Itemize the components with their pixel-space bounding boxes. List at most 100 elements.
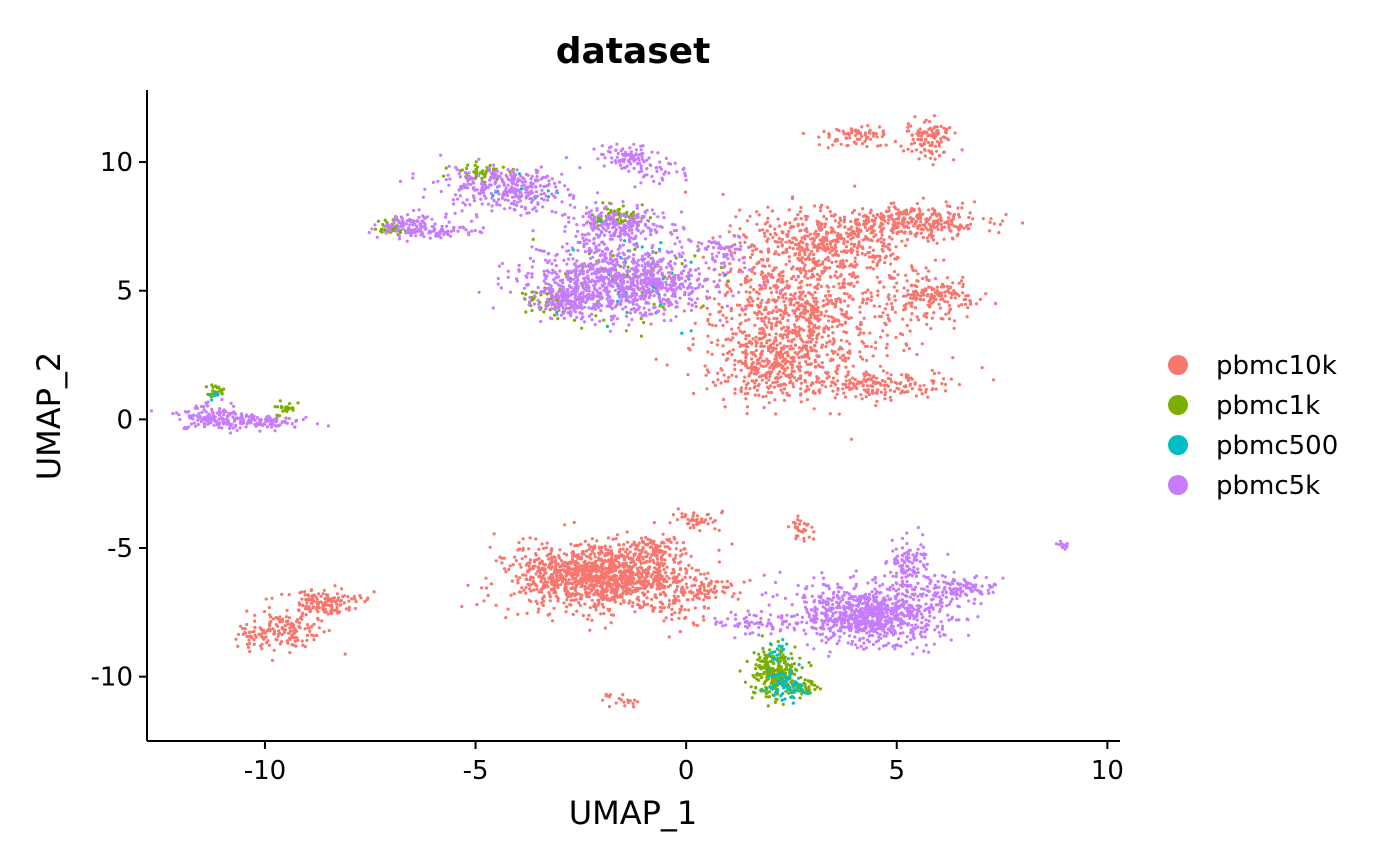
- data-point: [801, 268, 806, 272]
- data-point: [628, 545, 633, 549]
- data-point: [278, 620, 282, 624]
- data-point: [783, 307, 788, 311]
- data-point: [603, 554, 607, 558]
- data-point: [627, 557, 631, 561]
- data-point: [881, 311, 885, 315]
- data-point: [565, 605, 569, 609]
- data-point: [850, 131, 854, 135]
- data-point: [796, 365, 800, 369]
- data-point: [894, 335, 898, 340]
- data-point: [705, 596, 710, 600]
- data-point: [817, 225, 821, 229]
- data-point: [555, 580, 559, 584]
- data-point: [805, 230, 809, 234]
- data-point: [838, 356, 843, 360]
- data-point: [657, 569, 662, 573]
- data-point: [607, 566, 611, 570]
- data-point: [870, 295, 874, 299]
- data-point: [844, 330, 849, 335]
- data-point: [893, 310, 898, 314]
- data-point: [692, 391, 696, 396]
- data-point: [947, 304, 952, 308]
- data-point: [565, 592, 569, 597]
- data-point: [711, 236, 715, 240]
- data-point: [890, 305, 895, 309]
- data-point: [300, 597, 304, 601]
- data-point: [789, 344, 793, 348]
- data-point: [832, 214, 836, 218]
- data-point: [294, 644, 298, 648]
- data-point: [924, 387, 928, 392]
- data-point: [807, 661, 811, 665]
- data-point: [608, 545, 612, 549]
- data-point: [871, 260, 875, 264]
- data-point: [768, 366, 772, 370]
- data-point: [270, 658, 275, 663]
- data-point: [793, 325, 798, 329]
- data-point: [816, 287, 820, 291]
- data-point: [797, 307, 801, 311]
- data-point: [843, 356, 847, 360]
- data-point: [828, 339, 832, 344]
- data-point: [645, 559, 649, 564]
- data-point: [939, 291, 944, 295]
- data-point: [680, 604, 684, 609]
- data-point: [587, 547, 591, 551]
- data-point: [868, 331, 872, 335]
- data-point: [733, 251, 737, 255]
- data-point: [563, 586, 567, 591]
- data-point: [511, 563, 515, 567]
- data-point: [781, 371, 786, 375]
- data-point: [586, 617, 590, 621]
- data-point: [796, 518, 800, 522]
- data-point: [939, 222, 943, 226]
- data-point: [784, 329, 788, 333]
- data-point: [640, 203, 644, 207]
- data-point: [647, 571, 651, 575]
- data-point: [837, 296, 841, 301]
- data-point: [753, 323, 757, 327]
- data-point: [879, 212, 883, 216]
- data-point: [930, 143, 934, 147]
- data-point: [722, 373, 726, 377]
- data-point: [875, 389, 879, 393]
- data-point: [920, 131, 924, 135]
- data-point: [771, 341, 776, 346]
- data-point: [245, 622, 249, 627]
- data-point: [807, 336, 812, 340]
- data-point: [959, 279, 964, 283]
- data-point: [609, 621, 613, 625]
- data-point: [695, 514, 700, 518]
- data-point: [624, 569, 629, 574]
- data-point: [905, 390, 909, 394]
- data-point: [780, 237, 785, 242]
- data-point: [653, 593, 657, 597]
- data-point: [594, 314, 598, 318]
- data-point: [844, 385, 848, 389]
- data-point: [516, 581, 520, 585]
- data-point: [856, 275, 860, 279]
- data-point: [904, 342, 908, 346]
- data-point: [674, 547, 678, 551]
- data-point: [683, 547, 687, 551]
- data-point: [631, 565, 635, 569]
- data-point: [862, 378, 866, 382]
- data-point: [289, 622, 293, 626]
- data-point: [942, 284, 946, 288]
- data-point: [504, 570, 508, 574]
- data-point: [757, 305, 761, 309]
- data-point: [753, 311, 757, 315]
- data-point: [286, 619, 290, 623]
- data-point: [601, 587, 605, 592]
- data-point: [804, 272, 808, 276]
- data-point: [886, 313, 890, 317]
- data-point: [791, 331, 795, 335]
- data-point: [951, 217, 956, 221]
- data-point: [857, 223, 861, 227]
- data-point: [819, 313, 823, 317]
- data-point: [876, 293, 880, 297]
- data-point: [772, 385, 777, 389]
- data-point: [756, 316, 760, 320]
- data-point: [300, 639, 304, 643]
- data-point: [597, 558, 601, 562]
